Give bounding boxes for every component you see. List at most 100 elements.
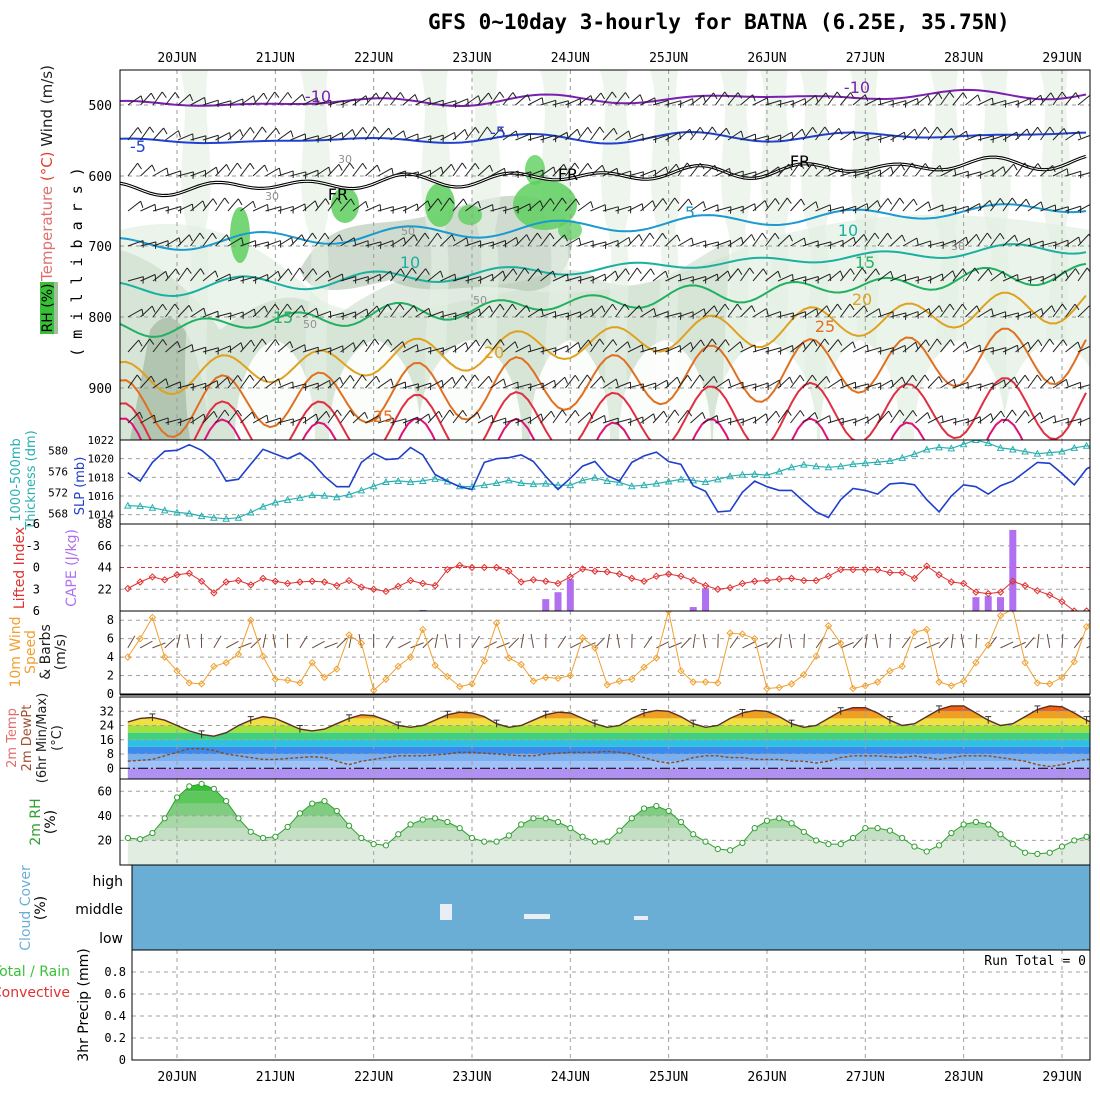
barb-flag [841, 168, 844, 176]
wind-barb [290, 305, 306, 318]
wind-barb [252, 92, 268, 106]
lifted-index-line-point [333, 581, 341, 590]
wind-barb [927, 305, 943, 318]
barb-shaft [227, 311, 244, 318]
barb-shaft [1002, 234, 1016, 247]
barb-flag [888, 410, 893, 418]
barb-flag [252, 201, 256, 209]
wind-barb [790, 374, 805, 389]
barb-flag [588, 339, 593, 347]
wind-barb [165, 130, 181, 141]
wind-barb [427, 410, 443, 424]
barb-shaft [1002, 312, 1019, 318]
barb-shaft [665, 131, 680, 141]
cloud-gap [524, 914, 550, 919]
barb-shaft [690, 339, 702, 353]
barb-flag [904, 345, 907, 353]
precip-label: 3hr Precip (mm) [76, 948, 92, 1061]
barb-shaft [177, 93, 191, 106]
surface-wind-barb [398, 640, 411, 649]
barb-flag [302, 94, 306, 102]
wind-speed-line-point [369, 686, 378, 694]
surface-wind-barb [471, 635, 480, 649]
barb-shaft [177, 234, 190, 247]
barb-shaft [140, 338, 151, 353]
barb-shaft [315, 380, 330, 389]
barb-flag [249, 127, 255, 134]
wind-barb [240, 162, 255, 177]
wind-barb [365, 126, 380, 141]
barb-shaft [890, 312, 907, 318]
barb-shaft [340, 162, 351, 177]
barb-shaft [965, 305, 978, 318]
wind-barb [365, 273, 382, 282]
barb-shaft [627, 203, 643, 212]
barb-flag [636, 267, 642, 274]
barb-shaft [377, 339, 389, 353]
rh-line-point [124, 834, 131, 842]
wind-barb [290, 234, 306, 247]
wind-barb [502, 303, 517, 318]
barb-flag [1064, 270, 1069, 278]
wind-barb [490, 270, 506, 282]
wind-barb [540, 310, 557, 319]
wind-barb [415, 307, 432, 318]
wind-barb [877, 410, 893, 424]
barb-shaft [1052, 91, 1063, 106]
barb-flag [601, 165, 606, 172]
wind-barb [1091, 233, 1100, 246]
barb-flag [662, 198, 668, 205]
barb-flag [474, 162, 480, 170]
rh-line-point [444, 818, 451, 826]
barb-shaft [340, 237, 355, 247]
rh-line-point [321, 798, 328, 805]
barb-shaft [527, 97, 543, 106]
barb-shaft [327, 376, 341, 389]
barb-flag [1036, 374, 1042, 382]
upper-ylabel-part: Temperature [38, 181, 56, 282]
barb-flag [314, 200, 319, 208]
barb-shaft [515, 171, 532, 177]
surface-wind-barb [520, 634, 525, 648]
barb-shaft [965, 171, 982, 177]
wind-barb [627, 133, 644, 142]
barb-flag [826, 305, 831, 313]
barb-flag [977, 94, 981, 102]
barb-shaft [1027, 412, 1041, 424]
barb-flag [627, 341, 631, 349]
contour-label: 25 [815, 317, 835, 336]
barb-shaft [290, 305, 302, 318]
barb-flag [563, 163, 568, 171]
barb-flag [500, 127, 506, 135]
barb-shaft [640, 200, 653, 212]
wind-speed-line-point [1033, 679, 1042, 687]
wind-barb [640, 308, 657, 318]
barb-shaft [1052, 417, 1069, 424]
wind-barb [665, 376, 681, 389]
barb-shaft [990, 270, 1004, 282]
barb-flag [700, 339, 705, 347]
wind-barb [327, 234, 343, 247]
wind-barb [740, 416, 757, 424]
barb-flag [927, 412, 931, 420]
barb-flag [376, 164, 381, 172]
barb-flag [139, 411, 144, 419]
wind-barb [265, 91, 280, 106]
barb-shaft [240, 276, 257, 282]
barb-shaft [827, 127, 840, 141]
wind-barb [390, 381, 407, 390]
barb-shaft [652, 134, 669, 141]
barb-shaft [740, 383, 757, 389]
wind-barb [652, 311, 669, 319]
rh-label-box [40, 282, 54, 334]
barb-shaft [302, 382, 319, 389]
barb-flag [716, 274, 719, 282]
rh-band [127, 783, 1090, 792]
wind-speed-line-point [1070, 658, 1078, 666]
barb-shaft [777, 131, 793, 141]
barb-flag [728, 378, 732, 386]
wind-barb [852, 305, 868, 318]
barb-shaft [440, 376, 453, 389]
barb-shaft [865, 232, 876, 247]
barb-shaft [902, 198, 915, 212]
